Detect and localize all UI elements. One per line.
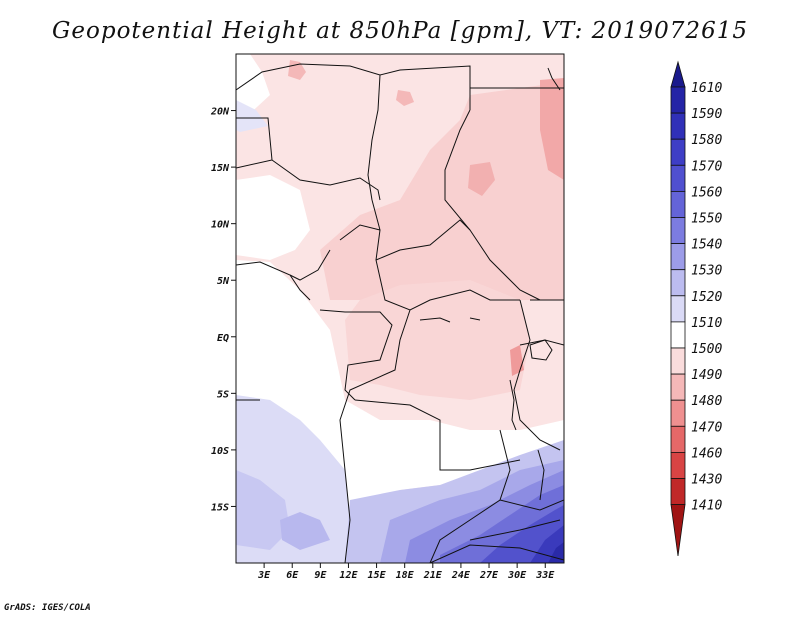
colorbar-label: 1550 [691, 212, 722, 227]
lon-tick-label: 21E [423, 570, 443, 581]
colorbar-label: 1470 [691, 420, 722, 435]
colorbar-label: 1510 [691, 316, 722, 331]
colorbar-label: 1560 [691, 185, 722, 200]
lat-tick-label: EQ [217, 333, 229, 344]
colorbar-swatch [670, 373, 686, 401]
country-borders [236, 63, 564, 563]
colorbar-swatch [670, 478, 686, 506]
lon-tick-label: 24E [451, 570, 471, 581]
lat-tick-label: 5S [217, 389, 229, 400]
map-frame [235, 53, 565, 564]
lat-tick-label: 15N [211, 163, 230, 174]
colorbar-label: 1490 [691, 368, 722, 383]
lon-tick-label: 6E [286, 570, 299, 581]
colorbar-label: 1480 [691, 394, 722, 409]
lat-tick-label: 20N [210, 107, 230, 118]
chart-title: Geopotential Height at 850hPa [gpm], VT:… [52, 18, 748, 44]
colorbar-swatch [670, 269, 686, 297]
colorbar: 1610 1590 1580 1570 1560 1550 1540 1530 1520 1510… [670, 60, 722, 557]
lat-tick-label: 15S [211, 502, 229, 513]
colorbar-label: 1590 [691, 107, 722, 122]
colorbar-label: 1610 [691, 81, 722, 96]
colorbar-label: 1570 [691, 159, 722, 174]
colorbar-label: 1460 [691, 446, 722, 461]
height-field [236, 54, 564, 563]
colorbar-swatch [670, 190, 686, 218]
grads-credit: GrADS: IGES/COLA [4, 603, 91, 613]
lon-tick-label: 33E [535, 570, 555, 581]
colorbar-swatch [670, 138, 686, 166]
colorbar-bottom-arrow [670, 504, 686, 557]
lat-tick-label: 10S [211, 446, 229, 457]
colorbar-swatch [670, 112, 686, 140]
colorbar-top-arrow [670, 60, 686, 88]
lon-tick-label: 3E [257, 570, 271, 581]
lon-tick-label: 15E [368, 570, 387, 581]
lat-tick-label: 5N [217, 276, 230, 287]
colorbar-swatch [670, 164, 686, 192]
lon-axis: 3E 6E 9E 12E 15E 18E 21E 24E 27E 30E 33E [257, 563, 555, 581]
colorbar-label: 1540 [691, 238, 722, 253]
lon-tick-label: 18E [396, 570, 415, 581]
colorbar-label: 1580 [691, 133, 722, 148]
colorbar-swatch [670, 86, 686, 114]
colorbar-swatch [670, 217, 686, 245]
colorbar-swatch [670, 425, 686, 453]
colorbar-label: 1410 [691, 499, 722, 514]
colorbar-swatch [670, 295, 686, 323]
lon-tick-label: 27E [479, 570, 499, 581]
field-1480-1490 [540, 78, 564, 180]
colorbar-swatch [670, 451, 686, 479]
colorbar-swatch [670, 399, 686, 427]
colorbar-label: 1520 [691, 290, 722, 305]
field-1490-1500 [320, 82, 564, 310]
lon-tick-label: 30E [507, 570, 527, 581]
colorbar-label: 1430 [691, 473, 722, 488]
lat-tick-label: 10N [211, 220, 230, 231]
colorbar-swatch [670, 347, 686, 375]
lat-axis: 20N 15N 10N 5N EQ 5S 10S 15S [210, 107, 236, 513]
colorbar-label: 1530 [691, 264, 722, 279]
colorbar-swatch [670, 243, 686, 271]
lon-tick-label: 12E [339, 570, 358, 581]
colorbar-label: 1500 [691, 342, 722, 357]
colorbar-swatch [670, 321, 686, 349]
lon-tick-label: 9E [314, 570, 327, 581]
